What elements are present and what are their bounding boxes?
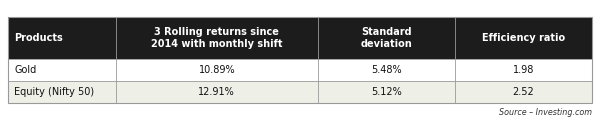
Text: 1.98: 1.98	[512, 65, 534, 75]
Text: 12.91%: 12.91%	[199, 87, 235, 97]
Text: Source – Investing.com: Source – Investing.com	[499, 108, 592, 117]
Text: 5.48%: 5.48%	[371, 65, 401, 75]
Text: Products: Products	[14, 33, 63, 43]
Text: Standard
deviation: Standard deviation	[360, 27, 412, 49]
Text: Efficiency ratio: Efficiency ratio	[482, 33, 565, 43]
Text: 3 Rolling returns since
2014 with monthly shift: 3 Rolling returns since 2014 with monthl…	[151, 27, 283, 49]
Text: 2.52: 2.52	[512, 87, 534, 97]
Text: Equity (Nifty 50): Equity (Nifty 50)	[14, 87, 94, 97]
Bar	[8, 17, 592, 59]
Text: 5.12%: 5.12%	[371, 87, 401, 97]
Bar	[8, 81, 592, 103]
Text: Gold: Gold	[14, 65, 36, 75]
Bar	[8, 59, 592, 81]
Text: 10.89%: 10.89%	[199, 65, 235, 75]
Bar	[8, 17, 592, 103]
